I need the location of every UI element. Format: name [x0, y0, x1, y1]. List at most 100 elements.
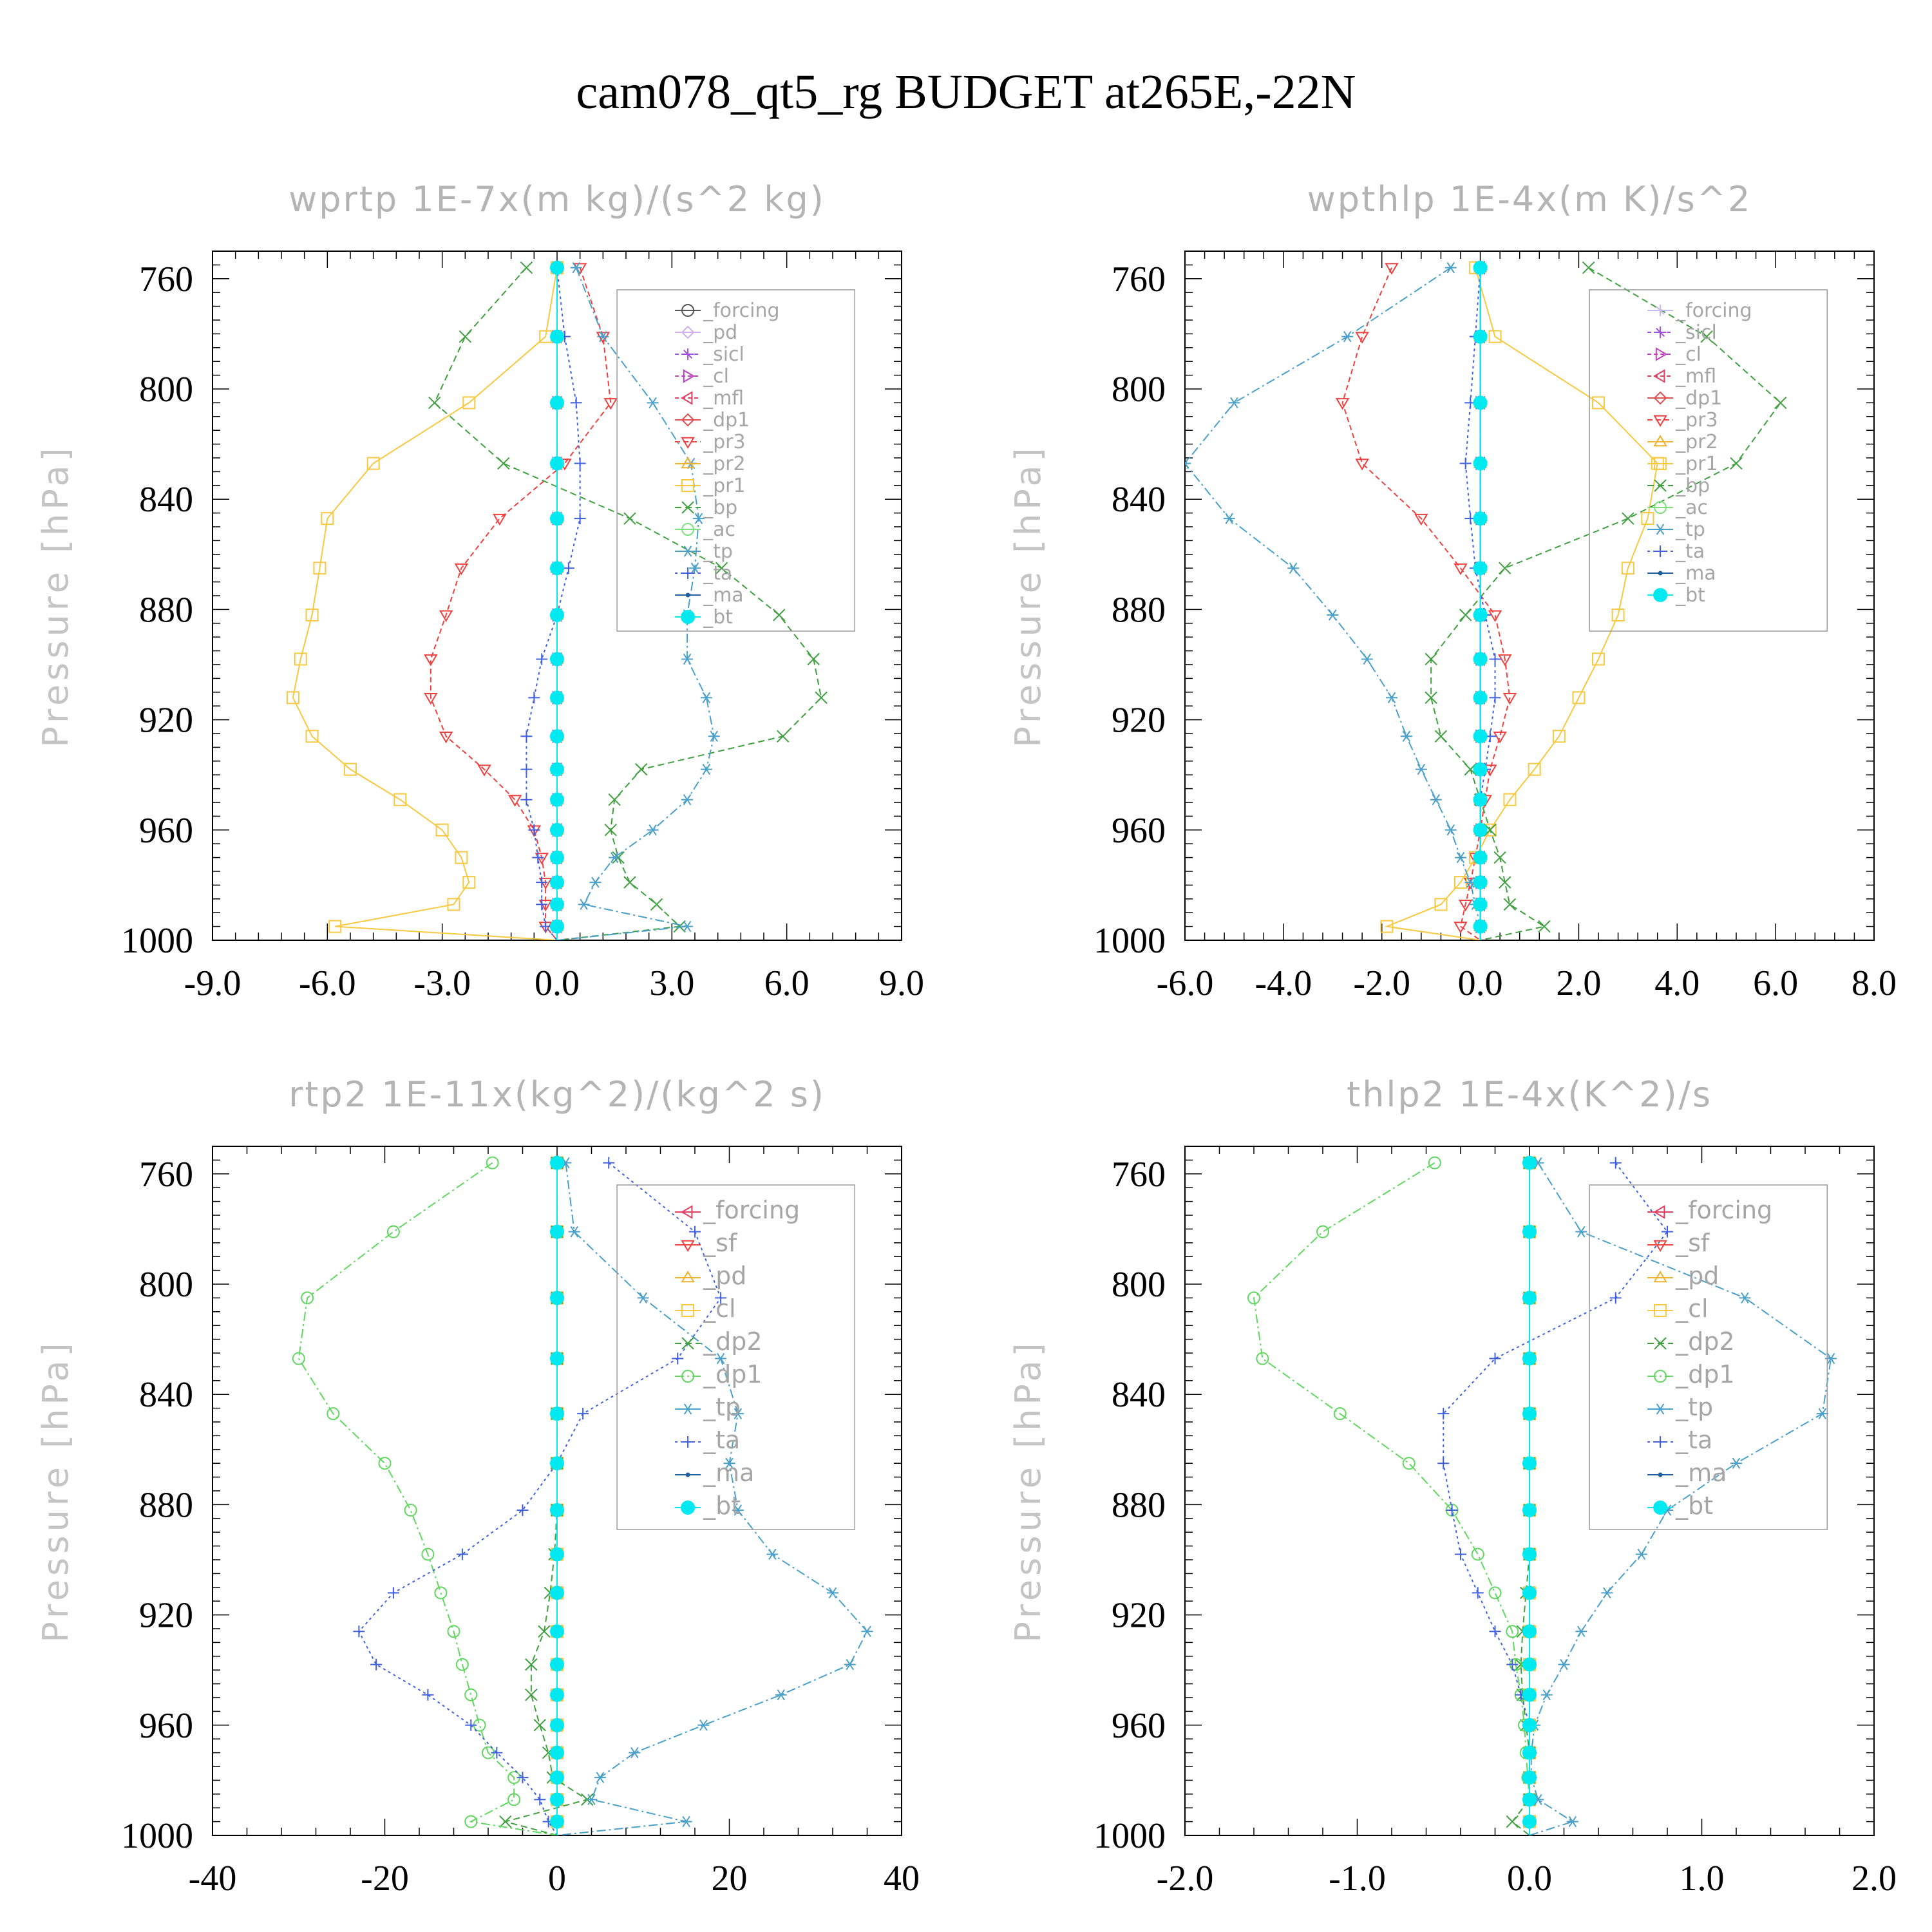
data-point [550, 897, 564, 912]
series-pr3 [424, 263, 618, 940]
y-tick-label: 840 [1112, 480, 1166, 520]
data-point [1489, 1625, 1501, 1638]
x-tick-label: -2.0 [1157, 1859, 1214, 1899]
legend-marker [685, 592, 690, 598]
legend-label: _cl [703, 1294, 735, 1323]
data-point [516, 1772, 529, 1784]
legend-label: _ma [1675, 562, 1716, 585]
data-point [550, 1351, 564, 1366]
data-point [1493, 851, 1506, 864]
data-point [585, 1794, 598, 1806]
data-point [629, 1747, 641, 1759]
series-line [556, 267, 715, 940]
y-axis-label: Pressure [hPa] [35, 1339, 76, 1642]
data-point [1415, 763, 1427, 775]
x-tick-label: 40 [884, 1859, 920, 1899]
data-point [550, 729, 564, 744]
data-point [550, 1224, 564, 1239]
legend-marker [1654, 501, 1667, 514]
data-point [775, 1689, 787, 1701]
data-point [520, 261, 533, 274]
data-point [550, 1624, 564, 1639]
chart-panel-1: wprtp 1E-7x(m kg)/(s^2 kg) Pressure [hPa]… [35, 179, 924, 1003]
legend-marker [681, 1370, 695, 1383]
legend-label: _dp2 [1675, 1327, 1734, 1356]
legend-label: _tp [703, 1393, 741, 1421]
data-point [650, 898, 663, 911]
data-point [1609, 1292, 1622, 1304]
x-tick-label: 6.0 [764, 963, 810, 1003]
legend-marker [681, 610, 696, 624]
data-point [538, 900, 553, 912]
legend-marker [681, 457, 695, 469]
data-point [1730, 457, 1743, 470]
data-point [439, 731, 453, 744]
data-point [1522, 1770, 1537, 1785]
legend-label: _pd [703, 321, 737, 344]
data-point [1402, 1457, 1416, 1470]
data-point [434, 1586, 448, 1600]
legend: _forcing_sicl_cl_mfl_dp1_pr3_pr2_pr1_bp_… [1589, 289, 1828, 632]
plot-frame [1184, 251, 1875, 941]
data-point [1473, 607, 1488, 622]
data-point [344, 762, 357, 776]
data-point [1473, 897, 1488, 912]
x-tick-label: 0.0 [535, 963, 580, 1003]
data-point [1473, 511, 1488, 526]
legend-label: _bt [703, 1492, 741, 1520]
data-point [386, 1225, 400, 1238]
series-pr3 [1335, 263, 1517, 940]
data-point [570, 397, 582, 409]
data-point [305, 730, 319, 743]
data-point [550, 607, 564, 622]
data-point [723, 1457, 735, 1469]
legend-marker [682, 1436, 694, 1448]
panel-title: thlp2 1E-4x(K^2)/s [1347, 1074, 1712, 1115]
data-point [1572, 691, 1586, 705]
legend-label: _ta [703, 1426, 740, 1454]
legend-label: _ma [1675, 1459, 1727, 1487]
legend-marker [1653, 435, 1667, 447]
data-point [1386, 692, 1397, 704]
data-point [387, 1587, 399, 1599]
data-point [597, 331, 609, 343]
legend-marker [1658, 571, 1663, 576]
data-point [404, 1503, 417, 1517]
data-point [562, 562, 574, 574]
legend-marker [1653, 1271, 1667, 1283]
data-point [647, 397, 659, 409]
data-point [1538, 920, 1551, 933]
legend-marker [1654, 1403, 1667, 1415]
x-tick-label: -1.0 [1329, 1859, 1386, 1899]
data-point [1522, 1687, 1537, 1702]
data-point [550, 1792, 564, 1807]
x-tick-label: 6.0 [1753, 963, 1798, 1003]
legend-label: _sicl [703, 343, 744, 366]
data-point [1522, 1291, 1537, 1305]
data-point [1558, 1658, 1570, 1671]
data-point [536, 876, 548, 889]
y-tick-label: 760 [139, 1155, 193, 1195]
series-line [1384, 267, 1658, 940]
legend-marker [681, 501, 694, 514]
data-point [550, 1687, 564, 1702]
data-point [1488, 1586, 1502, 1600]
legend-label: _cl [1675, 1294, 1708, 1323]
legend-marker [1653, 1240, 1667, 1252]
legend-label: _sf [703, 1229, 738, 1257]
legend-label: _ac [1675, 497, 1708, 519]
data-point [1437, 1457, 1450, 1470]
legend-marker [681, 479, 695, 492]
data-point [550, 850, 564, 865]
data-point [1552, 730, 1566, 743]
data-point [689, 1226, 701, 1238]
legend-marker [681, 437, 695, 449]
legend-marker [681, 1205, 693, 1219]
data-point [1499, 562, 1511, 574]
data-point [844, 1658, 856, 1671]
data-point [815, 691, 828, 705]
data-point [570, 262, 582, 274]
data-point [1522, 1657, 1537, 1672]
legend-marker [681, 1271, 695, 1283]
legend-label: _dp1 [703, 409, 750, 431]
